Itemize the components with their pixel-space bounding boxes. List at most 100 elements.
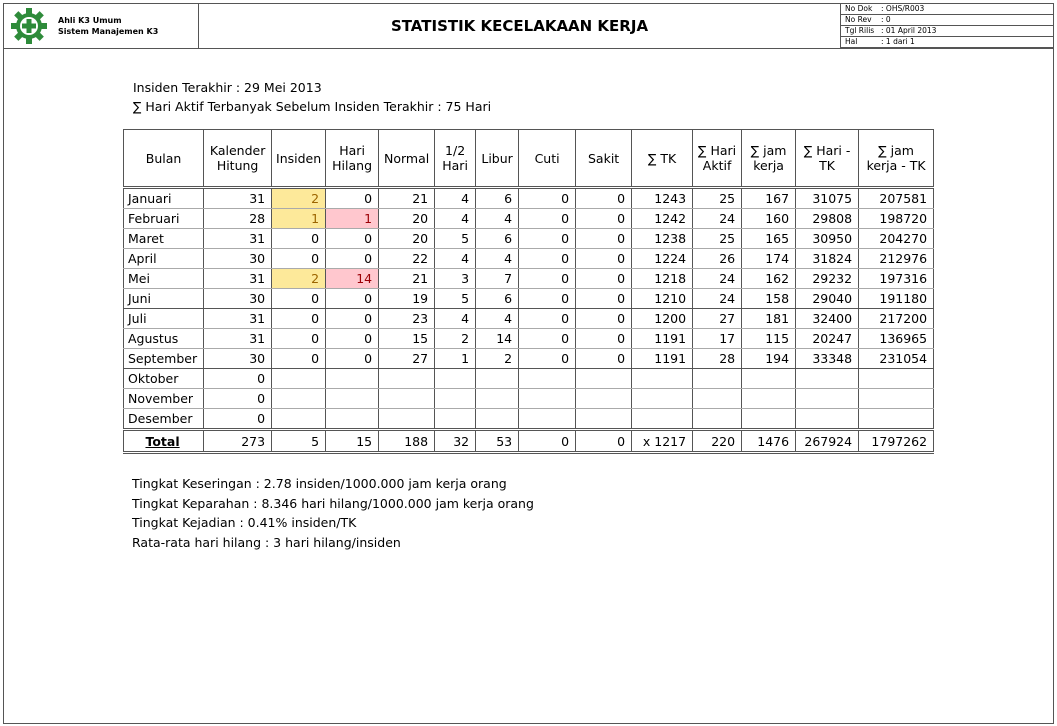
table-cell: 0: [518, 268, 577, 289]
month-cell: Maret: [122, 228, 205, 249]
k3-logo-icon: [4, 4, 54, 48]
table-cell: 31: [203, 328, 273, 349]
table-row: November 0: [122, 388, 935, 409]
table-cell: 0: [518, 228, 577, 249]
table-cell: [858, 408, 935, 430]
table-cell: [434, 368, 477, 389]
total-cell: 1797262: [858, 428, 935, 454]
table-cell: [631, 368, 694, 389]
document-page: Ahli K3 Umum Sistem Manajemen K3 STATISTI…: [3, 3, 1054, 724]
meta-row: No Rev: 0: [841, 15, 1053, 26]
table-cell: 6: [475, 228, 520, 249]
column-header: Hari Hilang: [325, 129, 380, 188]
table-cell: 204270: [858, 228, 935, 249]
table-cell: [741, 408, 797, 430]
table-cell: 31: [203, 186, 273, 209]
month-cell: Juni: [122, 288, 205, 309]
table-cell: 14: [475, 328, 520, 349]
table-cell: 29040: [795, 288, 860, 309]
table-cell: 30950: [795, 228, 860, 249]
column-header: ∑ Hari - TK: [795, 129, 860, 188]
table-cell: 0: [325, 248, 380, 269]
table-cell: 0: [271, 228, 327, 249]
severity-rate: Tingkat Keparahan : 8.346 hari hilang/10…: [132, 495, 534, 511]
table-cell: 1238: [631, 228, 694, 249]
month-cell: November: [122, 388, 205, 409]
table-cell: 5: [434, 288, 477, 309]
table-cell: 1: [325, 208, 380, 229]
table-cell: [692, 408, 743, 430]
total-cell: 0: [575, 428, 633, 454]
table-cell: [475, 368, 520, 389]
month-cell: Oktober: [122, 368, 205, 389]
table-cell: 7: [475, 268, 520, 289]
table-cell: 0: [575, 308, 633, 329]
column-header: Cuti: [518, 129, 577, 188]
table-cell: 158: [741, 288, 797, 309]
table-cell: [741, 388, 797, 409]
table-cell: 0: [325, 288, 380, 309]
table-cell: 3: [434, 268, 477, 289]
table-cell: [378, 368, 436, 389]
table-row: Agustus 31 0 0 15 2 14 0 0 1191 17 115 20247 136965: [122, 328, 935, 349]
table-cell: 0: [325, 348, 380, 369]
table-cell: 27: [378, 348, 436, 369]
table-cell: 231054: [858, 348, 935, 369]
table-cell: 1218: [631, 268, 694, 289]
table-cell: [325, 408, 380, 430]
table-cell: 20: [378, 208, 436, 229]
table-cell: 194: [741, 348, 797, 369]
table-cell: 31824: [795, 248, 860, 269]
month-cell: April: [122, 248, 205, 269]
table-cell: 0: [575, 228, 633, 249]
total-cell: 0: [518, 428, 577, 454]
meta-label: Tgl Rilis: [845, 26, 875, 35]
table-cell: 0: [575, 248, 633, 269]
column-header: Bulan: [122, 129, 205, 188]
table-cell: 20247: [795, 328, 860, 349]
table-cell: 2: [434, 328, 477, 349]
table-cell: 24: [692, 288, 743, 309]
total-cell: 188: [378, 428, 436, 454]
table-cell: 2: [475, 348, 520, 369]
table-cell: 20: [378, 228, 436, 249]
table-cell: 30: [203, 288, 273, 309]
table-cell: [325, 388, 380, 409]
table-cell: [692, 368, 743, 389]
table-cell: 26: [692, 248, 743, 269]
table-cell: 191180: [858, 288, 935, 309]
table-cell: 217200: [858, 308, 935, 329]
incident-rate: Tingkat Kejadian : 0.41% insiden/TK: [132, 515, 357, 530]
table-cell: 30: [203, 348, 273, 369]
table-cell: 32400: [795, 308, 860, 329]
table-cell: 1191: [631, 348, 694, 369]
organization-name: Ahli K3 Umum Sistem Manajemen K3: [54, 4, 199, 48]
table-cell: 4: [434, 186, 477, 209]
table-cell: [378, 408, 436, 430]
column-header: ∑ TK: [631, 129, 694, 188]
table-cell: [858, 388, 935, 409]
table-cell: 0: [575, 208, 633, 229]
table-cell: [692, 388, 743, 409]
table-cell: 31: [203, 268, 273, 289]
table-cell: 0: [203, 368, 273, 389]
table-cell: [475, 408, 520, 430]
column-header: Libur: [475, 129, 520, 188]
table-cell: 0: [518, 308, 577, 329]
table-cell: 115: [741, 328, 797, 349]
table-cell: 0: [271, 308, 327, 329]
table-cell: 0: [325, 328, 380, 349]
total-label: Total: [122, 428, 205, 454]
column-header: ∑ jam kerja: [741, 129, 797, 188]
table-row: Januari 31 2 0 21 4 6 0 0 1243 25 167 31075 207581: [122, 186, 935, 209]
table-cell: [575, 388, 633, 409]
total-cell: 267924: [795, 428, 860, 454]
table-cell: 14: [325, 268, 380, 289]
column-header: ∑ Hari Aktif: [692, 129, 743, 188]
table-cell: 0: [518, 328, 577, 349]
table-cell: 29808: [795, 208, 860, 229]
table-row: Oktober 0: [122, 368, 935, 389]
accident-statistics-table: Bulan Kalender Hitung Insiden Hari Hilang No…: [122, 129, 935, 454]
table-cell: 4: [434, 208, 477, 229]
table-cell: 31075: [795, 186, 860, 209]
